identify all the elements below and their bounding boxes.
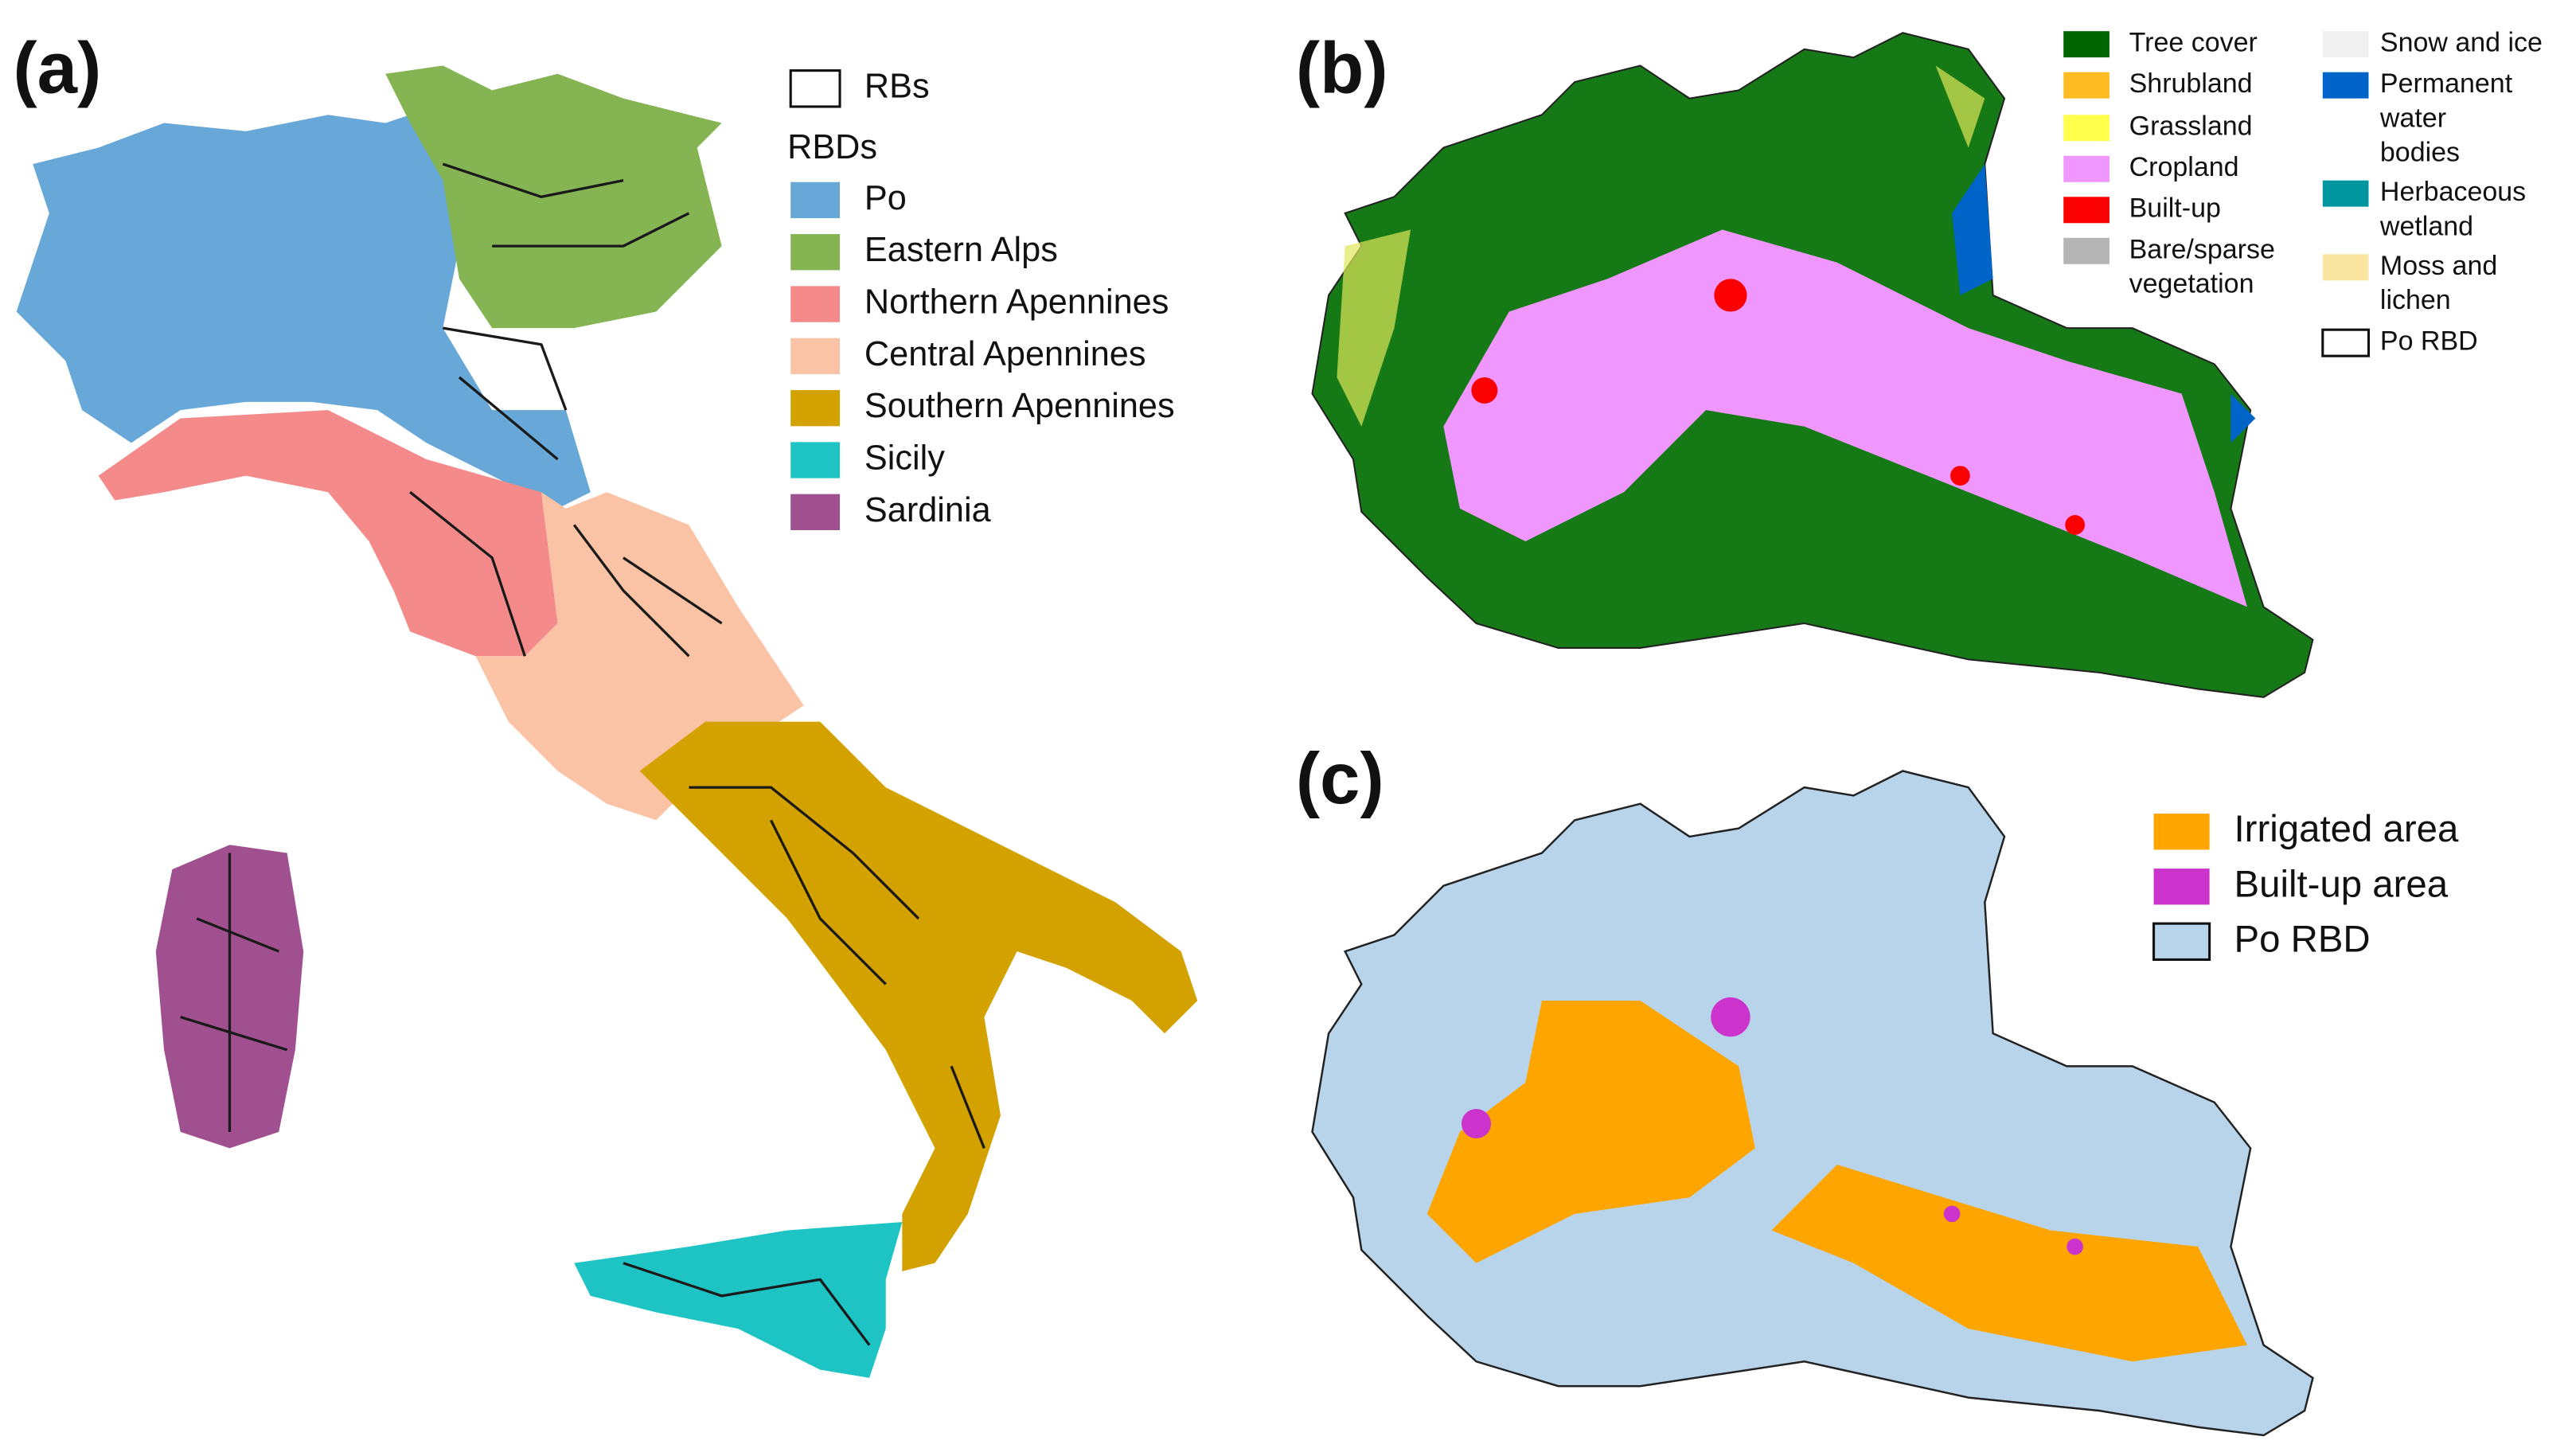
legend-label: Built-up area: [2234, 863, 2449, 905]
legend-swatch: [790, 494, 841, 530]
legend-label: Built-up: [2129, 193, 2221, 224]
map-italy: [16, 65, 1198, 1378]
legend-swatch: [790, 182, 841, 219]
region-po: [16, 115, 591, 509]
water-area: [1952, 164, 2256, 443]
legend-label: bodies: [2380, 138, 2460, 168]
legend-label: Central Apennines: [864, 335, 1146, 373]
region-northern-apennines: [98, 410, 558, 657]
legend-swatch: [2063, 115, 2110, 142]
map-irrigation: [1311, 770, 2314, 1437]
legend-label: Permanent: [2380, 68, 2513, 99]
legend-swatch: [790, 234, 841, 271]
legend-label: Northern Apennines: [864, 283, 1169, 321]
region-sicily: [574, 1222, 903, 1378]
legend-swatch: [790, 286, 841, 322]
legend-label: RBs: [864, 68, 930, 106]
legend-title: RBDs: [787, 128, 877, 166]
panel-label: (b): [1296, 29, 1388, 109]
legend-label: vegetation: [2129, 269, 2254, 299]
legend-label: Herbaceous: [2380, 177, 2526, 207]
built-up-spots: [1471, 279, 2086, 535]
legend-label: lichen: [2380, 285, 2451, 315]
legend-swatch: [2063, 197, 2110, 224]
legend-label: Southern Apennines: [864, 387, 1175, 425]
panel-label: (c): [1296, 739, 1384, 819]
irrigated-area: [1427, 1000, 2248, 1362]
map-land-cover: [1311, 32, 2314, 698]
region-eastern-alps: [385, 65, 722, 329]
legend-swatch: [2322, 31, 2369, 58]
legend-label: water: [2379, 103, 2446, 133]
legend-label: Grassland: [2129, 111, 2253, 142]
legend-label: Snow and ice: [2380, 28, 2543, 58]
legend-label: Sardinia: [864, 491, 992, 529]
legend-label: Po: [864, 179, 907, 217]
legend-swatch: [2153, 869, 2210, 905]
legend-swatch: [790, 442, 841, 478]
legend-label: Bare/sparse: [2129, 234, 2275, 264]
legend-swatch: [2063, 237, 2110, 264]
legend-swatch: [2153, 814, 2210, 850]
legend-label: Tree cover: [2129, 28, 2258, 58]
legend-swatch: [2322, 72, 2369, 99]
legend-swatch: [2063, 31, 2110, 58]
legend-swatch: [2152, 922, 2211, 962]
region-southern-apennines: [639, 721, 1198, 1271]
panel-label: (a): [13, 29, 101, 109]
legend-swatch: [2063, 155, 2110, 182]
legend-swatch: [2063, 72, 2110, 99]
legend-swatch: [2321, 328, 2371, 357]
cropland-area: [1443, 229, 2248, 607]
basin-boundaries: [180, 162, 985, 1346]
legend-label: Sicily: [864, 439, 945, 477]
legend-label: wetland: [2379, 211, 2473, 241]
legend-swatch: [2322, 180, 2369, 207]
legend-swatch: [2322, 254, 2369, 281]
legend-label: Irrigated area: [2234, 808, 2459, 850]
legend-label: Cropland: [2129, 152, 2239, 182]
legend-label: Shrubland: [2129, 68, 2253, 99]
built-up-area: [1461, 997, 2083, 1255]
legend-swatch: [790, 390, 841, 427]
legend-swatch: [789, 69, 841, 108]
legend-label: Moss and: [2380, 251, 2497, 281]
legend-label: Eastern Alps: [864, 231, 1058, 269]
legend-label: Po RBD: [2380, 326, 2478, 357]
legend-swatch: [790, 338, 841, 375]
legend-label: Po RBD: [2234, 918, 2371, 960]
